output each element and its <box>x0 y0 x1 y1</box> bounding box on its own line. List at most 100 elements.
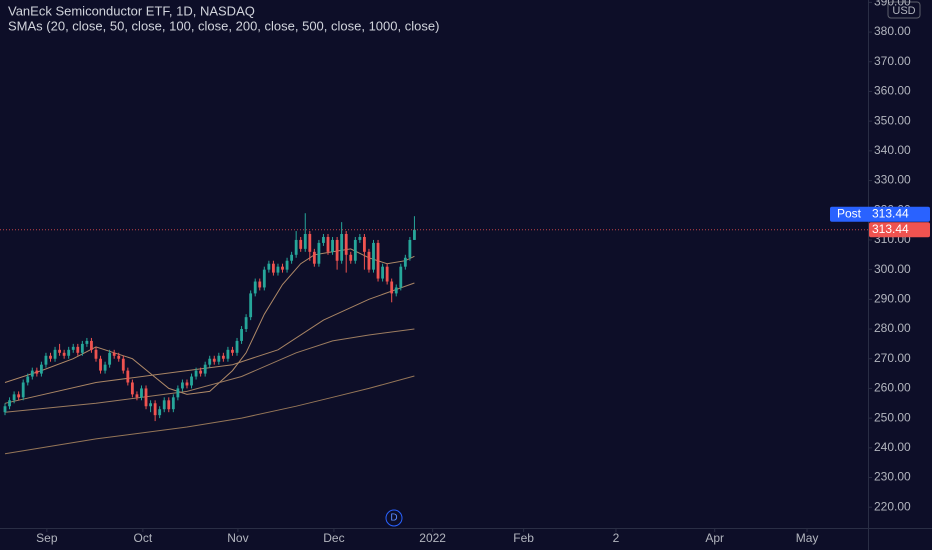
last-price-box <box>869 222 930 238</box>
post-price-label: 313.44 <box>872 206 909 220</box>
candle-body <box>385 266 389 282</box>
x-tick-label: 2 <box>613 531 620 545</box>
candle-body <box>299 239 303 249</box>
candle-body <box>62 352 66 356</box>
candle-body <box>121 358 125 371</box>
candle-body <box>17 394 21 398</box>
y-tick-label: 240.00 <box>874 440 911 454</box>
candle-body <box>285 260 289 270</box>
y-tick-label: 360.00 <box>874 84 911 98</box>
candle-body <box>8 400 11 407</box>
candle-body <box>190 376 193 386</box>
candle-body <box>326 236 330 252</box>
candle-body <box>49 355 52 359</box>
candle-body <box>362 236 366 252</box>
y-tick-label: 380.00 <box>874 24 911 38</box>
x-tick-label: Apr <box>705 531 724 545</box>
candle-body <box>39 364 43 374</box>
candle-body <box>390 281 394 294</box>
candle-body <box>262 269 266 288</box>
event-marker[interactable] <box>385 509 403 527</box>
candle-body <box>217 355 221 362</box>
candle-body <box>130 382 134 395</box>
y-tick-label: 290.00 <box>874 292 911 306</box>
y-tick-label: 260.00 <box>874 381 911 395</box>
candle-body <box>413 229 416 240</box>
y-tick-label: 280.00 <box>874 321 911 335</box>
x-tick-label: Oct <box>134 531 153 545</box>
y-tick-label: 270.00 <box>874 351 911 365</box>
event-marker-label[interactable]: D <box>390 513 397 524</box>
candle-body <box>58 349 62 353</box>
candle-body <box>276 266 280 273</box>
candle-body <box>403 257 407 267</box>
candle-body <box>103 364 107 371</box>
candle-body <box>185 382 189 386</box>
candle-body <box>199 370 203 374</box>
candle-body <box>203 364 207 374</box>
x-tick-label: 2022 <box>419 531 446 545</box>
candle-body <box>258 281 262 288</box>
y-tick-label: 390.00 <box>874 0 911 9</box>
candle-body <box>208 358 212 365</box>
candle-body <box>26 376 30 383</box>
candle-body <box>303 234 307 249</box>
candle-body <box>294 239 298 255</box>
candle-body <box>171 397 175 410</box>
candle-body <box>80 343 84 353</box>
x-tick-label: Nov <box>227 531 248 545</box>
candle-body <box>408 239 412 258</box>
candle-body <box>112 352 116 356</box>
candle-body <box>376 242 380 279</box>
candle-body <box>167 400 171 410</box>
candle-body <box>312 251 316 264</box>
candle-body <box>367 251 371 270</box>
candle-body <box>3 406 7 413</box>
candle-body <box>162 400 166 410</box>
currency-box[interactable] <box>887 1 921 19</box>
candle-body <box>30 370 34 377</box>
candle-body <box>399 266 403 288</box>
plot-area <box>3 213 416 455</box>
y-tick-label: 370.00 <box>874 54 911 68</box>
candle-body <box>221 355 225 359</box>
candle-body <box>126 370 130 383</box>
candle-body <box>249 293 253 318</box>
candle-body <box>317 242 321 264</box>
candle-body <box>226 349 230 359</box>
candle-body <box>44 355 48 365</box>
x-tick-label: Dec <box>323 531 344 545</box>
post-label: Post <box>837 206 862 220</box>
candle-body <box>158 409 162 416</box>
candle-body <box>21 382 25 398</box>
sma-line <box>4 328 415 413</box>
candle-body <box>53 349 57 359</box>
y-tick-label: 330.00 <box>874 173 911 187</box>
x-tick-label: May <box>796 531 819 545</box>
candle-body <box>272 263 275 273</box>
candle-body <box>94 349 98 359</box>
x-tick-label: Sep <box>36 531 58 545</box>
sma-line <box>4 375 415 455</box>
candle-body <box>144 388 148 407</box>
candle-body <box>67 349 71 356</box>
candle-body <box>281 266 284 270</box>
candle-body <box>212 358 216 362</box>
candle-body <box>235 340 239 353</box>
candle-body <box>349 254 353 261</box>
candle-body <box>181 382 184 389</box>
currency-label[interactable]: USD <box>892 5 915 17</box>
y-tick-label: 220.00 <box>874 499 911 513</box>
candle-body <box>267 263 271 270</box>
candle-body <box>85 340 89 344</box>
candle-body <box>353 239 357 261</box>
candle-body <box>176 388 180 398</box>
candle-body <box>381 266 385 279</box>
candle-body <box>35 370 39 374</box>
candle-body <box>153 403 157 416</box>
candle-body <box>90 340 93 350</box>
y-tick-label: 340.00 <box>874 143 911 157</box>
candle-body <box>290 254 294 261</box>
candle-body <box>344 234 348 255</box>
